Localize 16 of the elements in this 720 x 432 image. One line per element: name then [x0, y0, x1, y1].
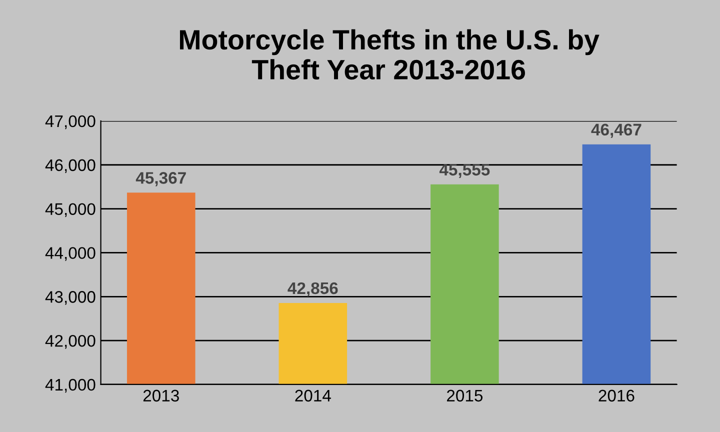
- data-label: 45,367: [136, 172, 186, 186]
- x-tick-label: 2015: [446, 390, 483, 402]
- y-tick-label: 44,000: [45, 247, 96, 261]
- y-tick-label: 43,000: [45, 291, 96, 305]
- data-label: 46,467: [591, 124, 642, 138]
- x-tick-label: 2016: [598, 390, 634, 402]
- y-tick-label: 42,000: [45, 334, 96, 349]
- x-tick-label: 2013: [143, 390, 179, 402]
- x-tick-label: 2014: [295, 390, 331, 402]
- data-label: 42,856: [288, 282, 338, 297]
- y-tick-label: 46,000: [45, 159, 96, 174]
- y-tick-label: 41,000: [45, 378, 96, 393]
- data-label: 45,555: [439, 164, 490, 178]
- chart-title: Motorcycle Thefts in the U.S. by Theft Year 2013-2016: [180, 29, 600, 80]
- y-tick-label: 47,000: [45, 115, 96, 130]
- y-tick-label: 45,000: [45, 203, 96, 217]
